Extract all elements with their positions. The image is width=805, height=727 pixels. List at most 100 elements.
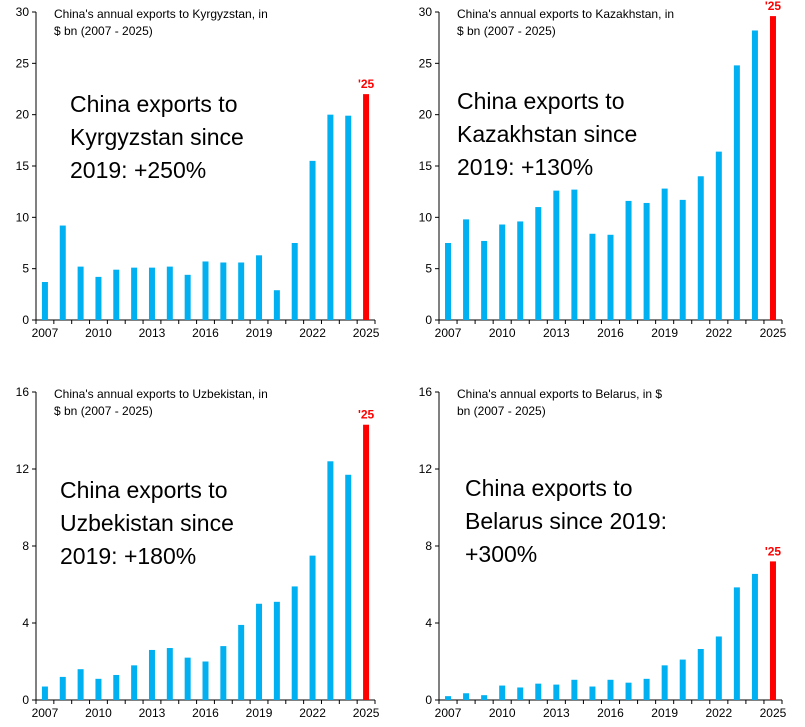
bar [41,282,48,320]
bar [256,603,263,700]
y-tick-label: 0 [425,693,432,707]
y-tick-label: 16 [16,385,30,399]
y-tick-label: 30 [16,5,30,19]
bar [553,190,560,320]
bar [131,267,138,320]
y-tick-label: 0 [22,693,29,707]
bar [553,684,560,700]
bar [589,686,596,700]
y-tick-label: 16 [419,385,433,399]
chart-title-line: $ bn (2007 - 2025) [54,404,153,418]
x-tick-label: 2007 [32,326,59,340]
x-tick-label: 2025 [353,706,380,720]
annotation-line: Kazakhstan since [457,121,637,147]
annotation-line: 2019: +130% [457,154,593,180]
bar-highlight [769,16,776,321]
chart-title-line: China's annual exports to Uzbekistan, in [54,387,268,401]
bar [643,202,650,320]
y-tick-label: 5 [22,262,29,276]
bar [661,188,668,320]
bar [59,225,66,320]
bar [202,261,209,320]
x-tick-label: 2019 [651,706,678,720]
bar-highlight [363,94,370,320]
y-tick-label: 25 [16,56,30,70]
x-tick-label: 2025 [760,706,787,720]
bar [273,290,280,320]
bar [95,678,102,700]
highlight-label: '25 [765,544,782,558]
bar [535,683,542,700]
x-tick-label: 2013 [139,326,166,340]
annotation-line: Uzbekistan since [60,510,234,536]
bar [715,636,722,700]
bar [445,243,452,320]
bar [499,224,506,320]
bar [113,269,120,320]
x-tick-label: 2022 [299,326,326,340]
bar [445,696,452,700]
annotation-line: Belarus since 2019: [465,508,667,534]
x-tick-label: 2010 [85,706,112,720]
x-tick-label: 2016 [192,326,219,340]
bar [517,221,524,320]
bar [345,474,352,700]
chart-title-line: $ bn (2007 - 2025) [54,24,153,38]
bar [95,276,102,320]
bar [113,674,120,700]
bar [517,687,524,700]
x-tick-label: 2025 [760,326,787,340]
x-tick-label: 2010 [489,326,516,340]
x-tick-label: 2019 [246,706,273,720]
x-tick-label: 2010 [489,706,516,720]
bar [697,176,704,320]
y-tick-label: 4 [425,616,432,630]
highlight-label: '25 [765,0,782,13]
chart-title-line: $ bn (2007 - 2025) [457,24,556,38]
bar [309,160,316,320]
bar [238,624,245,700]
bar [463,693,470,700]
bar [571,679,578,700]
y-tick-label: 10 [419,210,433,224]
bar [273,601,280,700]
bar [571,189,578,320]
x-tick-label: 2013 [543,326,570,340]
bar [77,669,84,700]
bar [291,243,298,320]
bar [148,649,155,700]
y-tick-label: 0 [425,313,432,327]
y-tick-label: 5 [425,262,432,276]
bar [166,266,173,320]
x-tick-label: 2022 [705,706,732,720]
x-tick-label: 2022 [705,326,732,340]
bar [327,461,334,700]
x-tick-label: 2016 [597,706,624,720]
bar [131,665,138,700]
x-tick-label: 2007 [435,326,462,340]
y-tick-label: 15 [419,159,433,173]
bar [607,234,614,320]
bar [643,678,650,700]
bar [535,207,542,320]
chart-title-line: China's annual exports to Belarus, in $ [457,387,662,401]
x-tick-label: 2016 [597,326,624,340]
x-tick-label: 2019 [246,326,273,340]
bar [715,151,722,320]
x-tick-label: 2016 [192,706,219,720]
annotation-line: China exports to [457,88,624,114]
x-tick-label: 2013 [139,706,166,720]
bar [751,30,758,320]
y-tick-label: 20 [16,108,30,122]
bar [499,685,506,700]
bar [589,233,596,320]
bar [184,274,191,320]
annotation-line: 2019: +180% [60,543,196,569]
y-tick-label: 30 [419,5,433,19]
y-tick-label: 0 [22,313,29,327]
bar [184,657,191,700]
x-tick-label: 2007 [435,706,462,720]
